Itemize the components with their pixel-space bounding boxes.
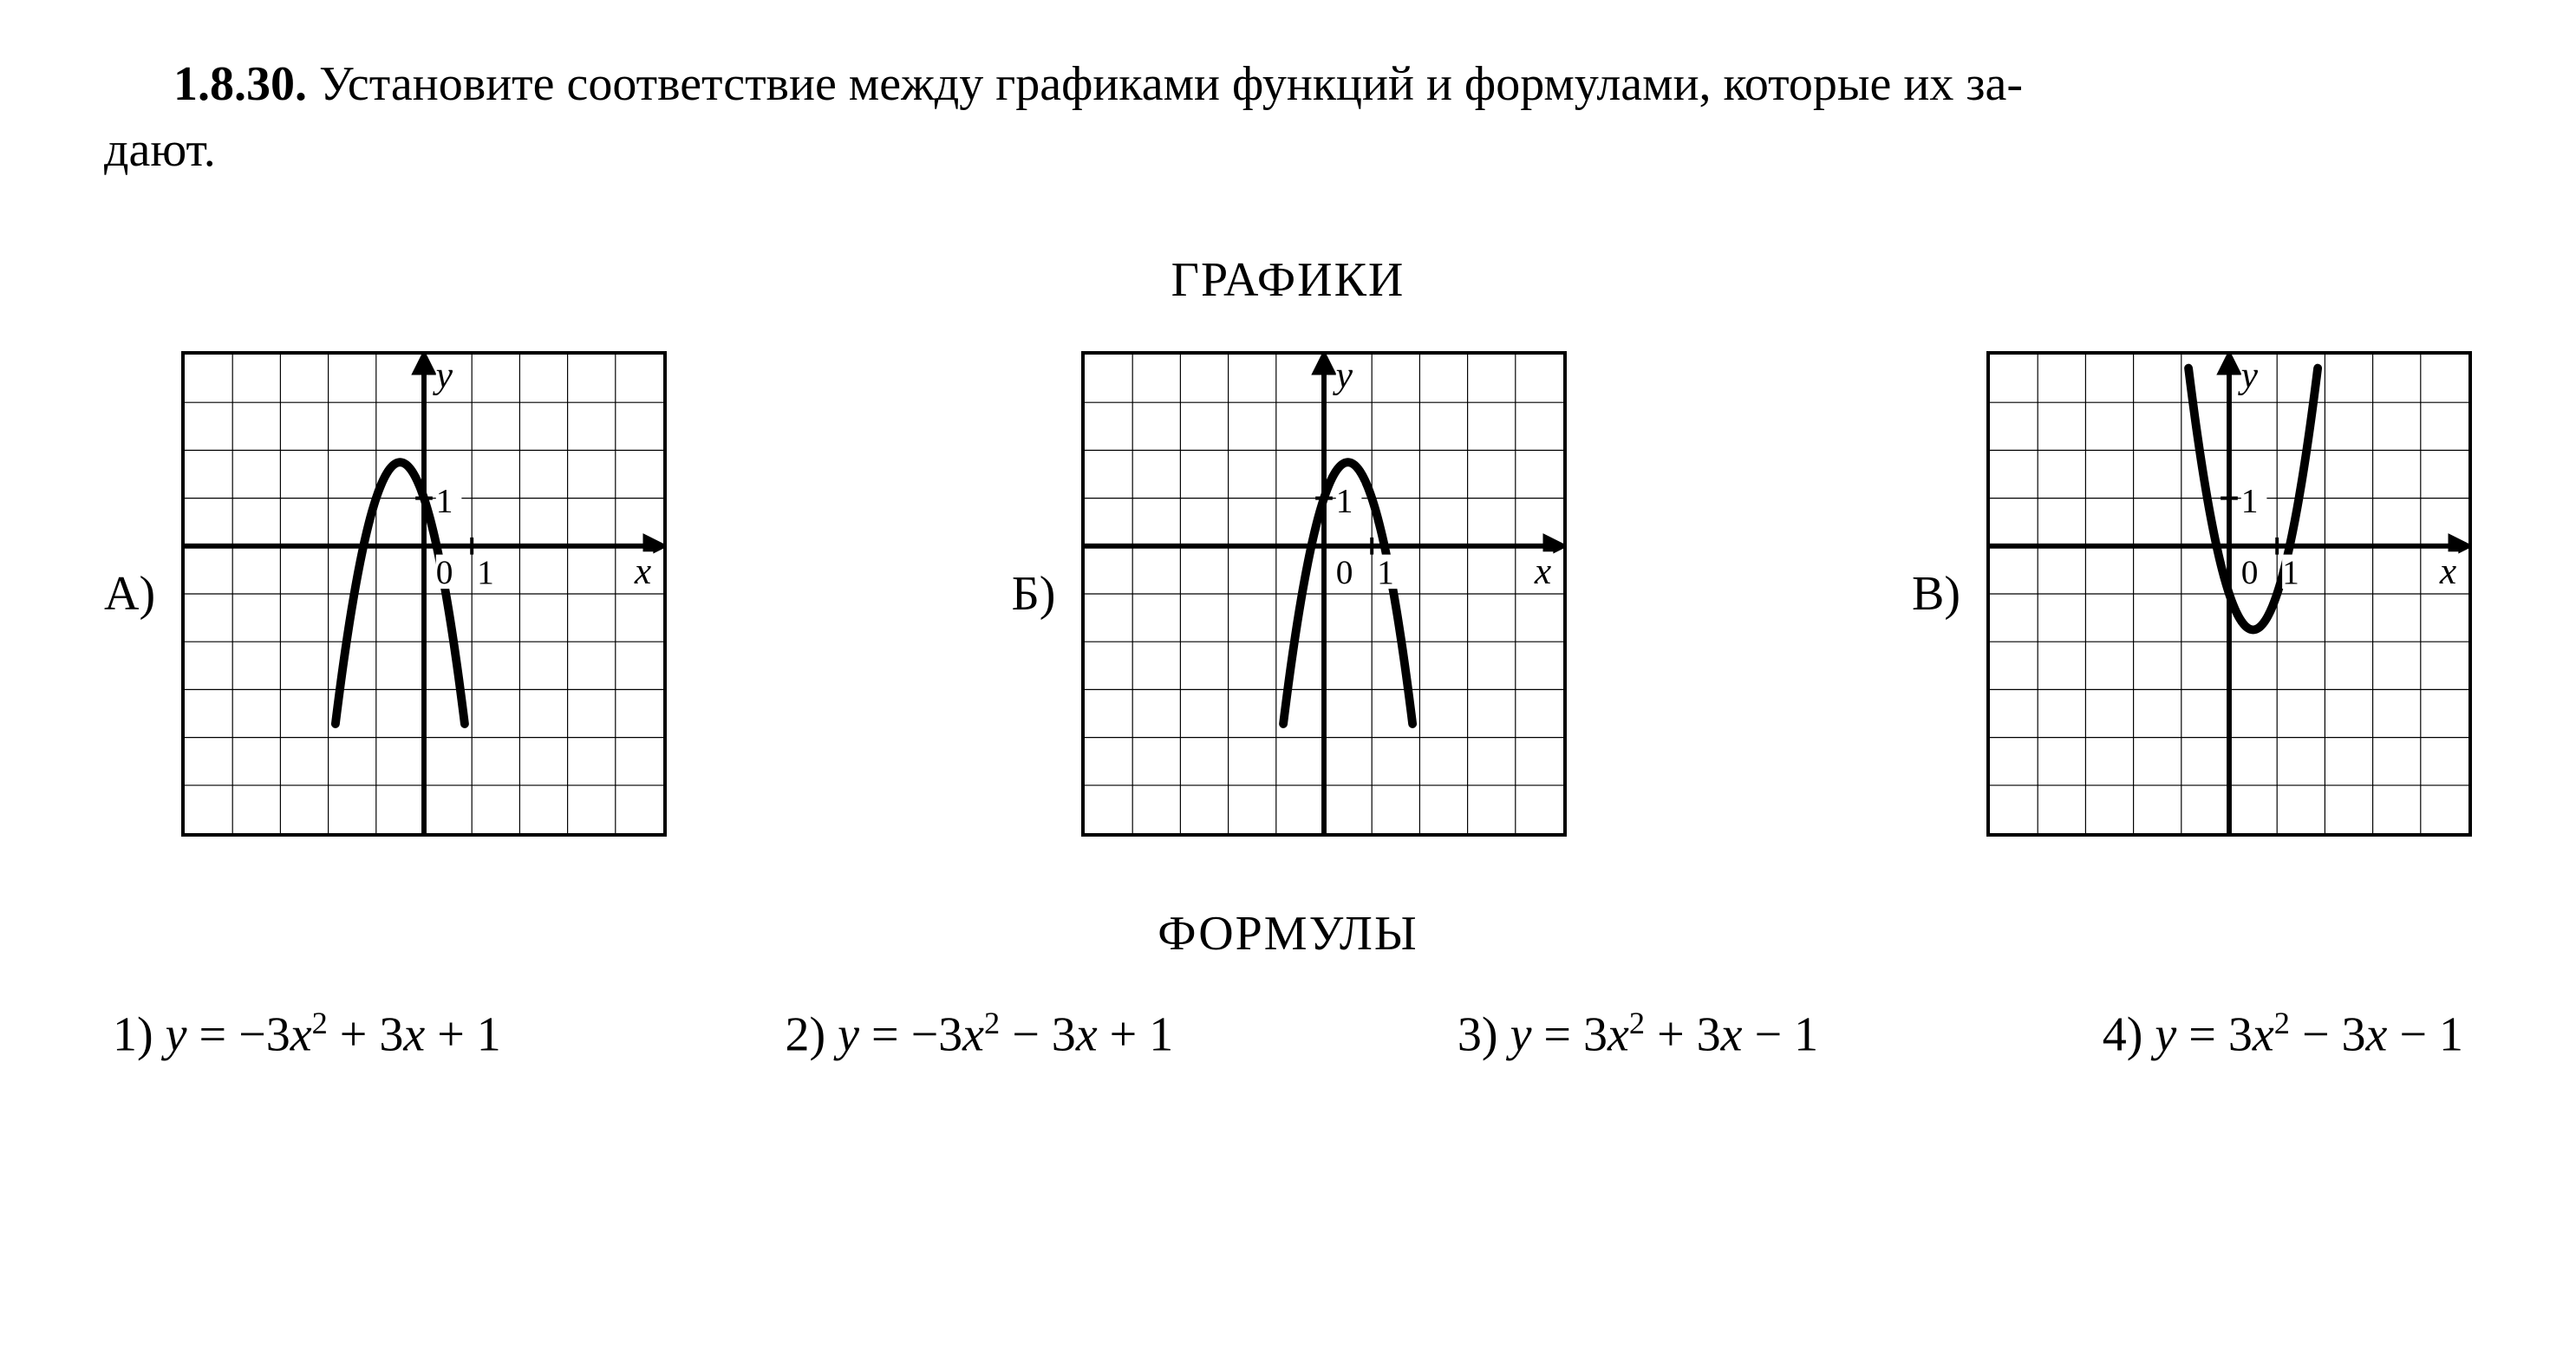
svg-text:1: 1 (2241, 482, 2259, 520)
formula-3: 3) y = 3x2 + 3x − 1 (1458, 1005, 1818, 1063)
svg-text:x: x (1534, 551, 1551, 592)
svg-text:x: x (2439, 551, 2456, 592)
svg-text:0: 0 (1336, 553, 1353, 591)
page: 1.8.30. Установите соответствие между гр… (0, 0, 2576, 1362)
svg-text:1: 1 (1378, 553, 1395, 591)
chart-label-0: А) (104, 566, 155, 622)
formula-1: 1) y = −3x2 + 3x + 1 (113, 1005, 501, 1063)
problem-number: 1.8.30. (173, 57, 307, 111)
svg-text:1: 1 (436, 482, 453, 520)
problem-text-1: Установите соответствие между графиками … (319, 57, 2023, 111)
chart-block-0: А)yx011 (104, 351, 667, 837)
svg-text:0: 0 (436, 553, 453, 591)
charts-row: А)yx011Б)yx011В)yx011 (104, 351, 2472, 837)
formula-4: 4) y = 3x2 − 3x − 1 (2103, 1005, 2463, 1063)
chart-block-2: В)yx011 (1912, 351, 2472, 837)
formulas-title: ФОРМУЛЫ (104, 906, 2472, 961)
problem-text-2: дают. (104, 123, 216, 177)
chart-block-1: Б)yx011 (1012, 351, 1568, 837)
svg-text:y: y (2238, 355, 2259, 396)
graphs-title: ГРАФИКИ (104, 252, 2472, 308)
problem-statement: 1.8.30. Установите соответствие между гр… (104, 52, 2472, 183)
chart-svg-2: yx011 (1986, 351, 2472, 837)
svg-text:x: x (634, 551, 651, 592)
svg-text:1: 1 (477, 553, 494, 591)
chart-label-2: В) (1912, 566, 1960, 622)
chart-svg-1: yx011 (1081, 351, 1567, 837)
svg-text:0: 0 (2241, 553, 2259, 591)
chart-svg-0: yx011 (181, 351, 667, 837)
svg-text:y: y (1333, 355, 1353, 396)
svg-text:1: 1 (1336, 482, 1353, 520)
chart-label-1: Б) (1012, 566, 1056, 622)
svg-text:1: 1 (2282, 553, 2299, 591)
formulas-row: 1) y = −3x2 + 3x + 1 2) y = −3x2 − 3x + … (104, 1005, 2472, 1063)
formula-2: 2) y = −3x2 − 3x + 1 (785, 1005, 1173, 1063)
svg-text:y: y (433, 355, 453, 396)
